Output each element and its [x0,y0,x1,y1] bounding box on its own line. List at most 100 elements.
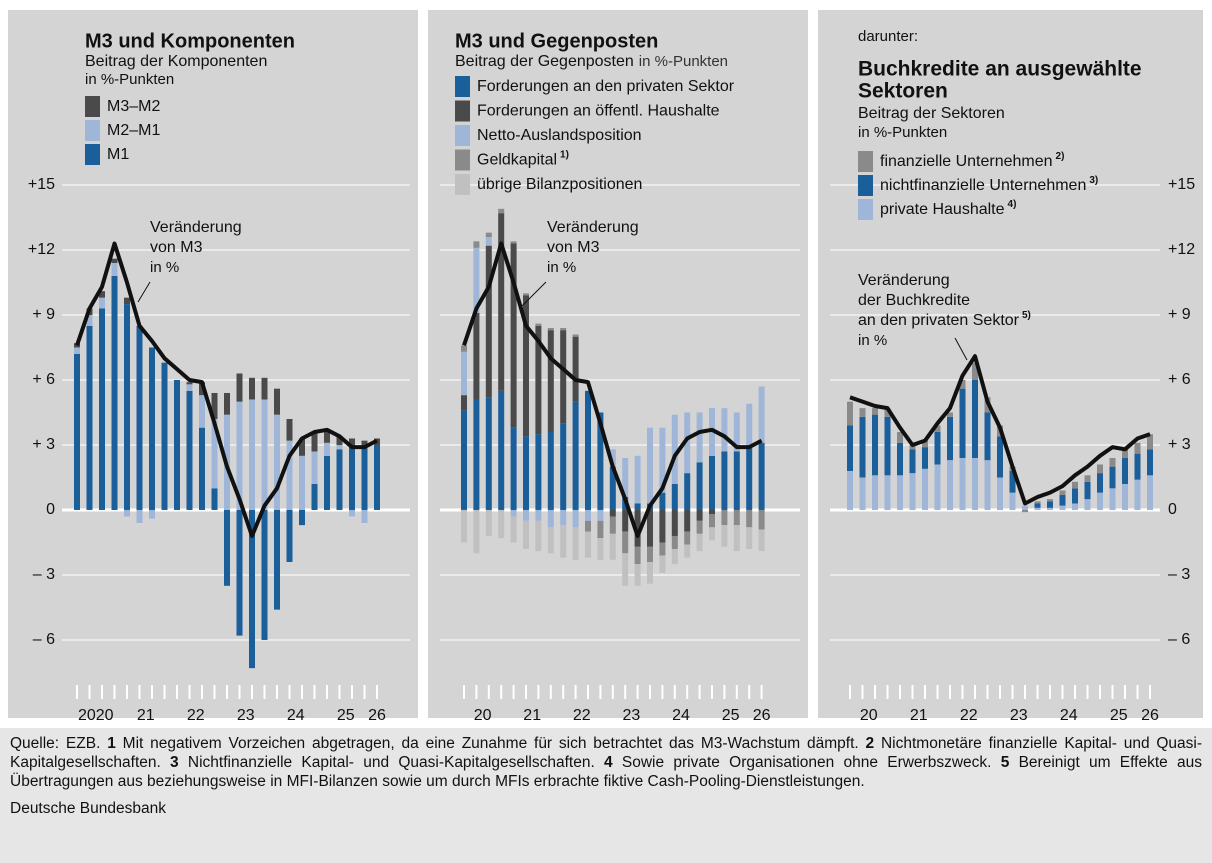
note-text: Bereinigt um Effekte aus Übertragungen a… [10,754,1202,790]
legend-swatch [858,151,873,172]
footer: Quelle: EZB. 1 Mit negativem Vorzeichen … [0,728,1212,863]
bar [286,440,293,510]
annotation: Veränderung [150,219,242,236]
bar [1134,442,1141,454]
bar [597,538,604,560]
bar [299,509,305,526]
x-tick-label: 2020 [78,707,114,724]
bar [859,408,866,417]
bar [523,293,529,296]
bar [261,377,268,400]
bar [609,509,616,517]
bar [609,449,616,467]
bar [261,399,268,510]
bar [74,353,80,510]
annotation-text: von M3 [150,239,203,256]
legend-note: 3) [1089,175,1098,186]
legend-label: Geldkapital 1) [477,149,569,169]
bar [560,330,567,424]
annotation-note: 5) [1022,310,1031,321]
bar [1122,483,1128,510]
bar [111,275,118,510]
bar [758,442,765,510]
x-tick-label: 23 [237,707,255,724]
footnotes: Quelle: EZB. 1 Mit negativem Vorzeichen … [10,734,1202,791]
y-tick-label: 0 [46,501,55,518]
bar [523,295,529,437]
bar [746,527,753,549]
x-tick-label: 22 [573,707,591,724]
y-tick-label: + 6 [32,371,55,388]
bar [485,509,492,536]
bar [1097,492,1103,510]
bar [361,440,368,445]
y-tick-label: +12 [28,241,55,258]
bar [647,561,653,584]
bar [547,527,554,554]
bar [585,509,591,521]
bar [286,418,293,441]
bar [597,509,604,521]
bar [909,473,916,510]
legend-label: finanzielle Unternehmen 2) [880,151,1064,171]
legend-label: Forderungen an den privaten Sektor [477,78,735,95]
bar [547,330,554,432]
bar [709,509,715,515]
bar [236,509,243,636]
bar [249,509,255,669]
bar [609,533,616,560]
legend-swatch [85,120,100,141]
bar [510,241,517,244]
x-tick-label: 21 [137,707,155,724]
unit: in %-Punkten [85,71,174,88]
bar [473,399,480,510]
bar [485,232,492,237]
bar [1147,449,1153,476]
bar [671,509,678,536]
bar [934,425,941,432]
source: Quelle: EZB. [10,735,101,752]
bar [572,336,579,402]
bar [498,213,505,391]
bar [659,509,666,543]
bar [1084,499,1091,510]
bar [922,447,928,469]
note-text: Mit negativem Vorzeichen abgetragen, da … [122,735,859,752]
bar [684,412,691,474]
bar [261,509,268,640]
legend-text: nichtfinanzielle Unternehmen [880,177,1086,194]
bar [647,509,653,547]
bar [1072,488,1078,504]
bar [1097,473,1103,493]
x-tick-label: 26 [368,707,386,724]
x-tick-label: 20 [860,707,878,724]
bar [721,408,728,452]
bar [997,477,1003,510]
bar [1047,501,1053,508]
bar [324,431,330,443]
bar [585,390,591,510]
bar [884,475,891,510]
bar [1109,457,1116,467]
bar [997,436,1003,478]
bar [374,444,380,510]
bar [947,460,953,510]
legend-swatch [858,199,873,220]
legend-text: M3–M2 [107,98,160,115]
note-text: Nichtmonetäre finanzielle Kapital- und Q… [10,735,1203,771]
legend-text: private Haushalte [880,201,1005,218]
y-tick-label: + 6 [1168,371,1191,388]
bar [696,533,703,552]
bar [659,492,666,510]
bar [547,509,554,528]
bar [909,444,916,450]
bar [124,509,130,517]
bar [1097,464,1103,474]
y-tick-label: – 3 [33,566,55,583]
panel [818,10,1203,718]
bar [485,245,492,398]
bar [684,509,691,532]
line [462,241,763,538]
bar [498,509,505,539]
bar [199,395,205,428]
